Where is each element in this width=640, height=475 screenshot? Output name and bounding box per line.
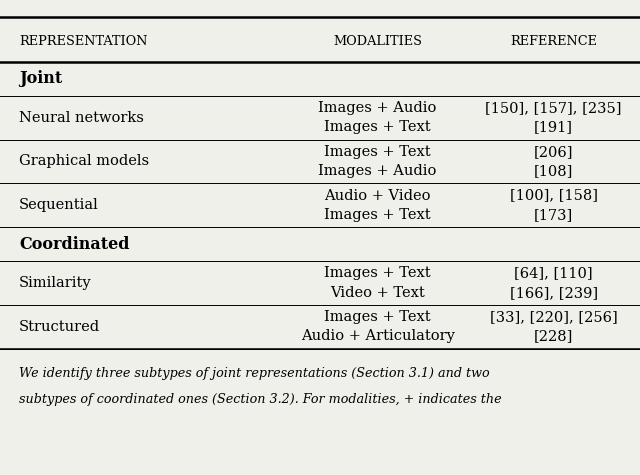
Text: [150], [157], [235]: [150], [157], [235] — [485, 101, 622, 115]
Text: Neural networks: Neural networks — [19, 111, 144, 125]
Text: [108]: [108] — [534, 164, 573, 178]
Text: Images + Text: Images + Text — [324, 208, 431, 222]
Text: Graphical models: Graphical models — [19, 154, 149, 169]
Text: We identify three subtypes of joint representations (Section 3.1) and two: We identify three subtypes of joint repr… — [19, 367, 490, 380]
Text: Images + Text: Images + Text — [324, 266, 431, 280]
Text: [191]: [191] — [534, 121, 573, 134]
Text: [33], [220], [256]: [33], [220], [256] — [490, 310, 618, 324]
Text: [228]: [228] — [534, 330, 573, 343]
Text: [206]: [206] — [534, 145, 573, 159]
Text: Images + Text: Images + Text — [324, 310, 431, 324]
Text: Video + Text: Video + Text — [330, 286, 425, 300]
Text: Coordinated: Coordinated — [19, 236, 130, 253]
Text: Sequential: Sequential — [19, 198, 99, 212]
Text: [173]: [173] — [534, 208, 573, 222]
Text: Joint: Joint — [19, 70, 63, 87]
Text: Audio + Articulatory: Audio + Articulatory — [301, 330, 454, 343]
Text: [64], [110]: [64], [110] — [515, 266, 593, 280]
Text: MODALITIES: MODALITIES — [333, 35, 422, 48]
Text: Similarity: Similarity — [19, 276, 92, 290]
Text: Images + Text: Images + Text — [324, 121, 431, 134]
Text: Images + Text: Images + Text — [324, 145, 431, 159]
Text: [100], [158]: [100], [158] — [509, 189, 598, 202]
Text: [166], [239]: [166], [239] — [509, 286, 598, 300]
Text: Structured: Structured — [19, 320, 100, 334]
Text: Images + Audio: Images + Audio — [319, 164, 436, 178]
Text: Images + Audio: Images + Audio — [319, 101, 436, 115]
Text: REPRESENTATION: REPRESENTATION — [19, 35, 148, 48]
Text: REFERENCE: REFERENCE — [510, 35, 597, 48]
Text: Audio + Video: Audio + Video — [324, 189, 431, 202]
Text: subtypes of coordinated ones (Section 3.2). For modalities, + indicates the: subtypes of coordinated ones (Section 3.… — [19, 393, 502, 406]
